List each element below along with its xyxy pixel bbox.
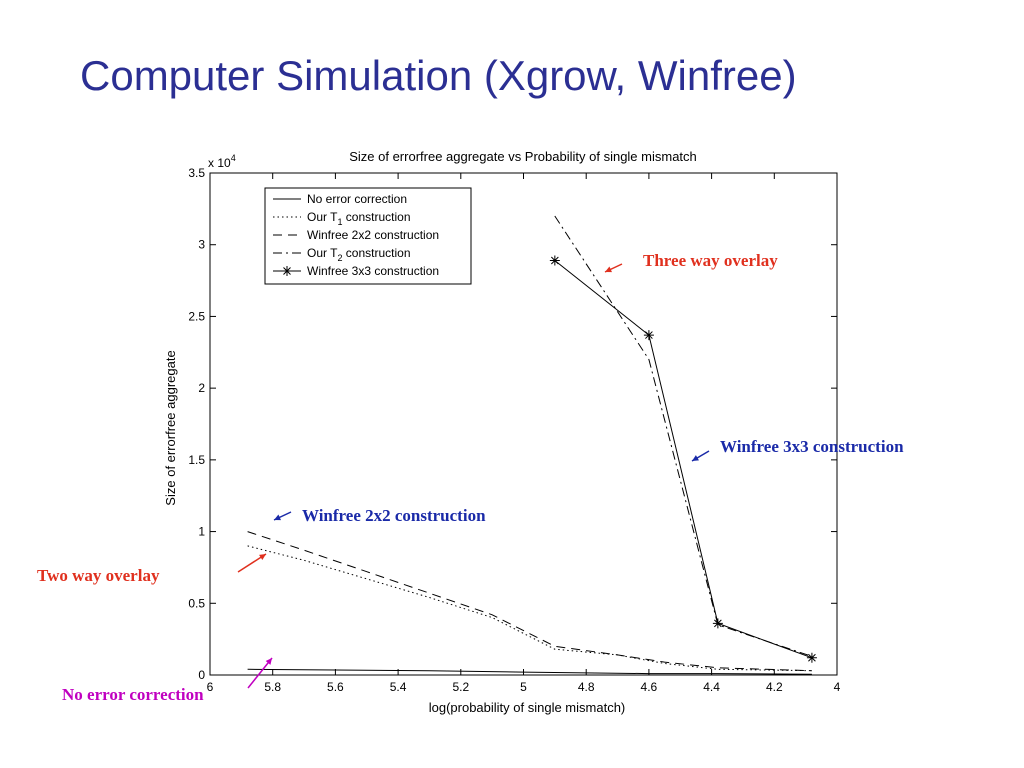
axis-ticks: 6 5.8 5.6 5.4 5.2 5 4.8 4.6 4.4 4.2 4 0 0.5 1 1.5 2 2.5 3… xyxy=(188,166,840,694)
series-marker xyxy=(282,266,292,276)
annotation-label: Two way overlay xyxy=(37,566,160,585)
series-marker xyxy=(643,330,654,341)
y-multiplier: x 104 xyxy=(208,153,236,170)
x-tick-label: 4.6 xyxy=(641,680,658,694)
series-layer xyxy=(247,215,817,675)
x-tick-label: 5 xyxy=(520,680,527,694)
x-tick-label: 5.4 xyxy=(390,680,407,694)
series-marker xyxy=(549,255,560,266)
legend-entry: Winfree 3x3 construction xyxy=(307,264,439,278)
legend-entry: No error correction xyxy=(307,192,407,206)
y-tick-label: 0 xyxy=(198,668,205,682)
chart-title: Size of errorfree aggregate vs Probabili… xyxy=(349,149,697,164)
annotation-label: No error correction xyxy=(62,685,204,704)
x-tick-label: 4.4 xyxy=(703,680,720,694)
x-tick-label: 4.8 xyxy=(578,680,595,694)
annotations: Three way overlay Winfree 3x3 constructio… xyxy=(37,251,904,704)
series-4 xyxy=(549,255,817,663)
x-tick-label: 5.2 xyxy=(452,680,469,694)
annotation-arrowhead xyxy=(274,514,281,521)
y-tick-label: 0.5 xyxy=(188,596,205,610)
legend-box xyxy=(264,187,472,285)
series-line xyxy=(247,531,812,672)
series-0 xyxy=(247,668,812,675)
legend-entry: Our T1 construction xyxy=(307,210,411,227)
series-2 xyxy=(247,531,812,672)
y-tick-label: 1.5 xyxy=(188,453,205,467)
y-tick-label: 2 xyxy=(198,381,205,395)
y-tick-label: 3 xyxy=(198,238,205,252)
series-marker xyxy=(806,652,817,663)
legend-entry: Winfree 2x2 construction xyxy=(307,228,439,242)
annotation-arrowhead xyxy=(259,554,266,560)
x-tick-label: 4.2 xyxy=(766,680,783,694)
series-line xyxy=(247,545,812,672)
x-tick-label: 5.8 xyxy=(264,680,281,694)
y-axis-label: Size of errorfree aggregate xyxy=(163,350,178,505)
annotation-arrowhead xyxy=(605,266,612,273)
series-line xyxy=(247,668,812,675)
series-marker xyxy=(712,618,723,629)
x-tick-label: 5.6 xyxy=(327,680,344,694)
series-1 xyxy=(247,545,812,672)
series-line xyxy=(554,260,813,659)
annotation-arrow xyxy=(247,657,273,689)
annotation-arrowhead xyxy=(265,658,272,665)
x-axis-label: log(probability of single mismatch) xyxy=(429,700,626,715)
x-tick-label: 6 xyxy=(207,680,214,694)
y-tick-label: 2.5 xyxy=(188,309,205,323)
annotation-label: Winfree 3x3 construction xyxy=(720,437,904,456)
y-tick-label: 1 xyxy=(198,525,205,539)
annotation-label: Winfree 2x2 construction xyxy=(302,506,486,525)
slide-title: Computer Simulation (Xgrow, Winfree) xyxy=(80,52,797,99)
legend-entry: Our T2 construction xyxy=(307,246,411,263)
y-tick-label: 3.5 xyxy=(188,166,205,180)
annotation-arrowhead xyxy=(692,455,699,461)
annotation-label: Three way overlay xyxy=(643,251,778,270)
x-tick-label: 4 xyxy=(834,680,841,694)
